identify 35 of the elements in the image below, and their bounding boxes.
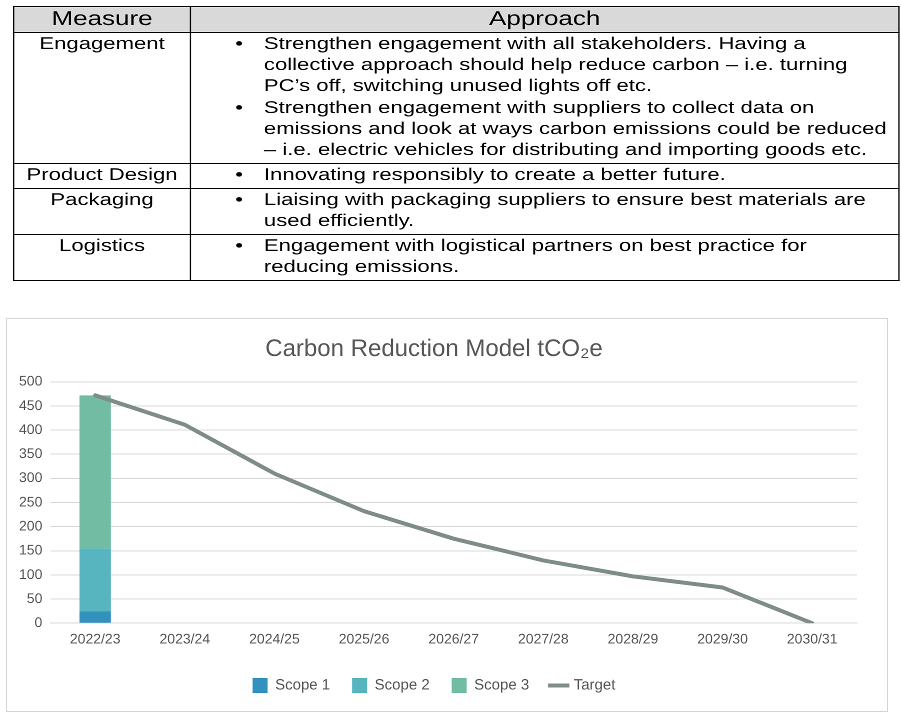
text: • Strengthen engagement with all stakeholders. Having a collective approach should help reduce carbon – i.e. turning PC’s off, switching unused lights off etc. • Strengthen engagement with suppliers to collect data on emissions and look at ways carbon emissions could be reduced – i.e. electric vehicles for distributing and importing goods etc.: [235, 34, 887, 159]
y-tick-label: 200: [19, 518, 43, 534]
y-tick-label: 350: [19, 445, 43, 462]
legend-label: Target: [574, 676, 616, 694]
y-tick-label: 300: [19, 469, 43, 486]
x-tick-label: 2029/30: [697, 630, 748, 646]
text: Approach: [190, 6, 899, 32]
y-tick-label: 500: [19, 372, 43, 389]
text: Engagement: [14, 32, 190, 164]
y-tick-label: 450: [19, 396, 43, 413]
x-tick-label: 2024/25: [249, 630, 300, 646]
x-tick-label: 2023/24: [159, 630, 210, 646]
y-tick-label: 100: [19, 566, 43, 582]
y-tick-label: 400: [19, 420, 43, 437]
legend-label: Scope 2: [374, 676, 430, 694]
y-tick-label: 50: [26, 590, 43, 606]
y-tick-label: 0: [34, 614, 43, 630]
text: • Liaising with packaging suppliers to ensure best materials are used efficiently.: [235, 190, 866, 230]
text: Product Design: [14, 164, 190, 188]
x-tick-label: 2027/28: [518, 630, 569, 646]
legend-label: Scope 1: [275, 676, 330, 694]
text: • Engagement with logistical partners on best practice for reducing emissions.: [235, 236, 807, 276]
text: Packaging: [14, 188, 190, 234]
text: • Innovating responsibly to create a better future.: [235, 165, 726, 184]
text: Logistics: [14, 234, 190, 280]
x-tick-label: 2025/26: [338, 630, 390, 646]
legend-label: Scope 3: [474, 676, 530, 694]
y-tick-label: 250: [19, 493, 43, 510]
x-tick-label: 2026/27: [428, 630, 480, 646]
chart-title: Carbon Reduction Model tCO₂e: [265, 335, 603, 362]
y-tick-label: 150: [19, 542, 43, 558]
text: Measure: [14, 6, 190, 32]
x-tick-label: 2028/29: [608, 630, 658, 646]
x-tick-label: 2022/23: [70, 630, 121, 646]
x-tick-label: 2030/31: [786, 630, 838, 646]
